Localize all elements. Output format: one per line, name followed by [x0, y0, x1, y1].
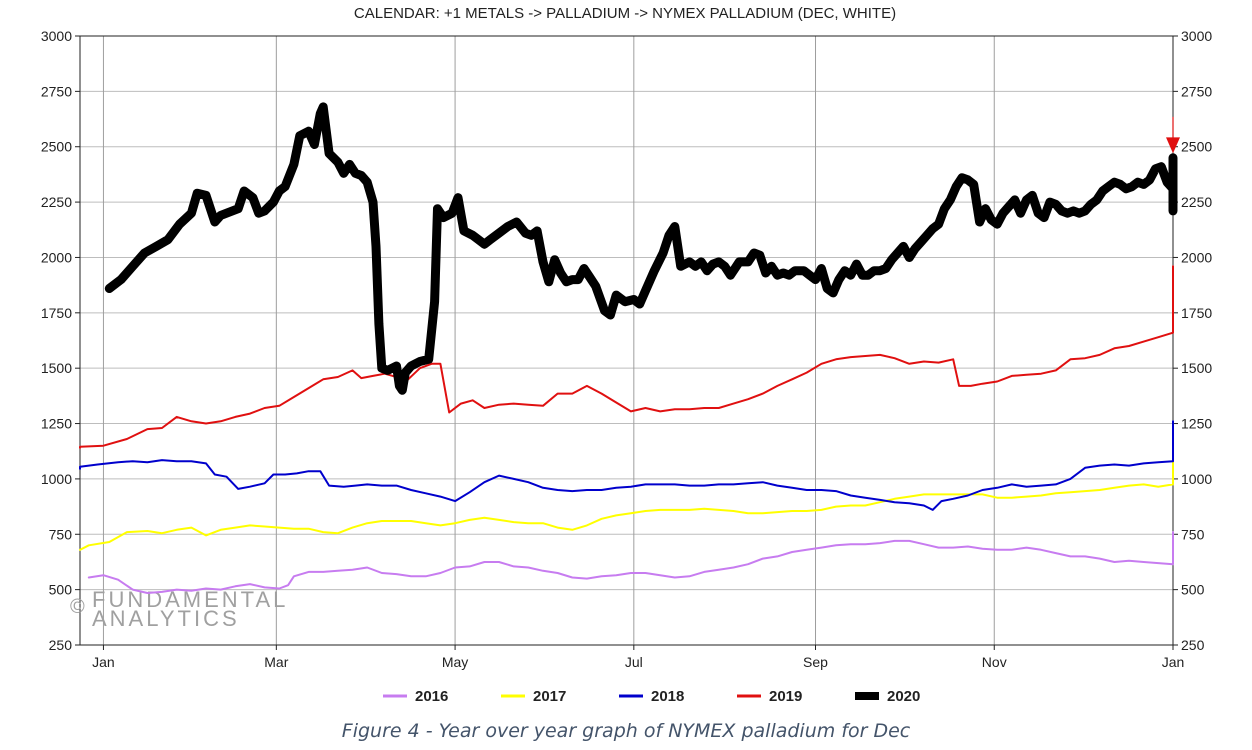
y-tick-left-2750: 2750	[41, 83, 72, 99]
watermark: © FUNDAMENTAL ANALYTICS	[70, 587, 285, 631]
y-tick-right-500: 500	[1181, 582, 1205, 598]
y-tick-right-3000: 3000	[1181, 28, 1212, 44]
y-tick-right-2000: 2000	[1181, 249, 1212, 265]
annotation-arrow-head-0	[1166, 137, 1180, 154]
y-tick-left-250: 250	[49, 637, 73, 653]
chart-title: CALENDAR: +1 METALS -> PALLADIUM -> NYME…	[354, 5, 896, 22]
series-line-2020	[104, 102, 1178, 395]
x-tick-jan-0: Jan	[92, 654, 115, 670]
x-axis-ticks: Jan Mar May Jul Sep Nov Jan	[92, 645, 1184, 670]
y-tick-left-750: 750	[49, 526, 73, 542]
y-tick-left-2500: 2500	[41, 139, 72, 155]
plot-frame	[79, 35, 1174, 646]
y-tick-left-2000: 2000	[41, 249, 72, 265]
y-tick-left-2250: 2250	[41, 194, 72, 210]
series-line-2019	[79, 265, 1174, 449]
legend: 2016 2017 2018 2019 2020	[383, 688, 920, 705]
series-line-2018	[79, 420, 1174, 511]
y-tick-right-2750: 2750	[1181, 83, 1212, 99]
y-tick-right-250: 250	[1181, 637, 1205, 653]
y-tick-left-1000: 1000	[41, 471, 72, 487]
x-tick-may-2: May	[442, 654, 468, 670]
y-tick-right-750: 750	[1181, 526, 1205, 542]
y-tick-right-1000: 1000	[1181, 471, 1212, 487]
x-tick-jan-6: Jan	[1162, 654, 1185, 670]
legend-label-2018: 2018	[651, 688, 684, 705]
x-tick-jul-3: Jul	[625, 654, 643, 670]
y-tick-right-1750: 1750	[1181, 305, 1212, 321]
legend-label-2016: 2016	[415, 688, 448, 705]
x-tick-mar-1: Mar	[264, 654, 288, 670]
series-lines	[79, 102, 1178, 594]
y-tick-left-3000: 3000	[41, 28, 72, 44]
x-tick-nov-5: Nov	[982, 654, 1007, 670]
y-tick-right-2250: 2250	[1181, 194, 1212, 210]
annotations	[1166, 116, 1180, 154]
y-tick-left-1500: 1500	[41, 360, 72, 376]
series-line-2016	[87, 531, 1174, 594]
grid	[80, 35, 1174, 646]
figure-caption: Figure 4 - Year over year graph of NYMEX…	[341, 720, 911, 742]
x-tick-sep-4: Sep	[803, 654, 828, 670]
palladium-chart: CALENDAR: +1 METALS -> PALLADIUM -> NYME…	[41, 5, 1213, 705]
y-tick-right-1500: 1500	[1181, 360, 1212, 376]
y-tick-left-1750: 1750	[41, 305, 72, 321]
y-tick-left-500: 500	[49, 582, 73, 598]
y-tick-right-1250: 1250	[1181, 416, 1212, 432]
y-tick-right-2500: 2500	[1181, 139, 1212, 155]
series-line-2017	[79, 461, 1174, 551]
legend-label-2020: 2020	[887, 688, 920, 705]
y-tick-left-1250: 1250	[41, 416, 72, 432]
legend-label-2019: 2019	[769, 688, 802, 705]
watermark-copyright-symbol: ©	[70, 596, 88, 618]
y-axis-ticks: 250 250 500 500 750 750 1000 1000 1250 1250 1500 15…	[41, 28, 1213, 653]
legend-label-2017: 2017	[533, 688, 566, 705]
watermark-line-2: ANALYTICS	[92, 606, 240, 631]
